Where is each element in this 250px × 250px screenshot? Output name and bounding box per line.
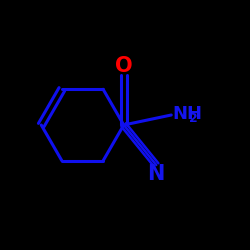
- Text: O: O: [115, 56, 132, 76]
- Text: N: N: [148, 164, 165, 184]
- Text: NH: NH: [172, 105, 203, 123]
- Text: 2: 2: [189, 112, 198, 124]
